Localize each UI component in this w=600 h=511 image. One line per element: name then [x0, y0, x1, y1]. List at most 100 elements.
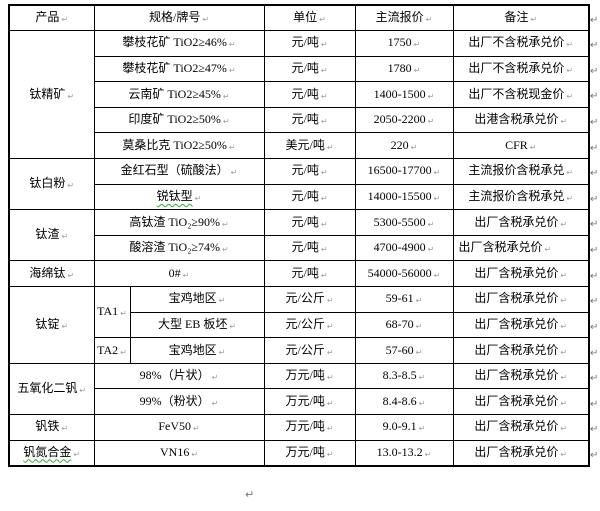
- product-cell: 钒氮合金 ↵: [8, 439, 95, 467]
- end-of-cell-mark-icon: ↵: [182, 270, 190, 280]
- end-of-cell-mark-icon: ↵: [191, 449, 199, 459]
- note-label: 出厂含税承兑价: [474, 419, 559, 434]
- price-cell: 57-60 ↵: [354, 337, 454, 364]
- price-label: 4700-4900: [373, 240, 426, 255]
- unit-cell: 元/公斤 ↵: [263, 286, 356, 313]
- note-cell: 出厂不含税承兑价 ↵: [452, 30, 590, 57]
- end-of-cell-mark-icon: ↵: [560, 449, 568, 459]
- product-label: 钛精矿: [29, 86, 66, 101]
- end-of-cell-mark-icon: ↵: [320, 91, 328, 101]
- end-of-row-mark-icon: ↵: [590, 14, 599, 26]
- note-label: 主流报价含税承兑: [468, 189, 565, 204]
- header-unit: 单位 ↵: [263, 4, 356, 32]
- end-of-cell-mark-icon: ↵: [228, 142, 236, 152]
- paragraph-mark-icon: ↵: [245, 488, 255, 501]
- end-of-cell-mark-icon: ↵: [61, 15, 69, 25]
- spec-label: VN16: [159, 444, 190, 459]
- note-cell: CFR ↵: [452, 132, 590, 160]
- end-of-cell-mark-icon: ↵: [427, 91, 435, 101]
- table-row: 海绵钛 ↵ 0# ↵ 元/吨 ↵ 54000-56000 ↵ 出厂含税承兑价 ↵: [8, 260, 590, 288]
- grade-cell: TA1 ↵: [93, 286, 131, 339]
- end-of-cell-mark-icon: ↵: [73, 449, 81, 459]
- end-of-cell-mark-icon: ↵: [418, 398, 426, 408]
- end-of-cell-mark-icon: ↵: [326, 296, 334, 306]
- header-row: 产品 ↵ 规格/牌号 ↵ 单位 ↵ 主流报价 ↵ 备注 ↵: [8, 4, 590, 32]
- end-of-cell-mark-icon: ↵: [222, 117, 230, 127]
- end-of-row-mark-icon: ↵: [590, 142, 599, 154]
- note-label: 主流报价含税承兑: [468, 163, 565, 178]
- price-label: 220: [390, 137, 409, 152]
- spec-label: 锐钛型: [156, 189, 193, 204]
- product-label: 海绵钛: [29, 265, 66, 280]
- end-of-cell-mark-icon: ↵: [230, 168, 238, 178]
- note-cell: 出厂含税承兑价 ↵: [452, 388, 590, 415]
- end-of-cell-mark-icon: ↵: [320, 168, 328, 178]
- end-of-cell-mark-icon: ↵: [228, 40, 236, 50]
- end-of-row-mark-icon: ↵: [590, 373, 599, 385]
- end-of-cell-mark-icon: ↵: [61, 322, 69, 332]
- unit-label: 元/吨: [291, 112, 319, 127]
- end-of-cell-mark-icon: ↵: [320, 219, 328, 229]
- unit-cell: 元/吨 ↵: [263, 260, 356, 288]
- note-label: 出厂不含税现金价: [468, 86, 565, 101]
- price-cell: 8.3-8.5 ↵: [354, 362, 454, 390]
- spec-cell: 攀枝花矿 TiO2≥46% ↵: [93, 30, 265, 57]
- end-of-cell-mark-icon: ↵: [425, 15, 433, 25]
- spec-cell: 99%（粉状） ↵: [93, 388, 265, 415]
- table-row: 钛精矿 ↵ 攀枝花矿 TiO2≥46% ↵ 元/吨 ↵ 1750 ↵ 出厂不含税承兑价 ↵: [8, 30, 590, 160]
- end-of-cell-mark-icon: ↵: [566, 40, 574, 50]
- spec-label: 98%（片状）: [139, 368, 210, 383]
- unit-cell: 万元/吨 ↵: [263, 439, 356, 467]
- end-of-cell-mark-icon: ↵: [326, 449, 334, 459]
- table-row: 云南矿 TiO2≥45% ↵ 元/吨 ↵ 1400-1500 ↵ 出厂不含税现金价 ↵: [9, 81, 590, 108]
- price-cell: 54000-56000 ↵: [354, 260, 454, 288]
- unit-label: 元/公斤: [285, 317, 325, 332]
- grade-label: TA1: [97, 304, 119, 319]
- spec-label: 大型 EB 板坯: [157, 317, 228, 332]
- end-of-cell-mark-icon: ↵: [566, 194, 574, 204]
- end-of-cell-mark-icon: ↵: [320, 66, 328, 76]
- unit-label: 万元/吨: [285, 444, 325, 459]
- price-cell: 2050-2200 ↵: [354, 106, 454, 134]
- end-of-cell-mark-icon: ↵: [222, 245, 229, 255]
- end-of-row-mark-icon: ↵: [590, 398, 599, 410]
- table-row: 五氧化二钒 ↵ 98%（片状） ↵ 万元/吨 ↵ 8.3-8.5 ↵ 出厂含税承兑价 ↵: [8, 362, 590, 416]
- price-label: 9.0-9.1: [382, 419, 417, 434]
- end-of-cell-mark-icon: ↵: [418, 424, 426, 434]
- end-of-cell-mark-icon: ↵: [413, 66, 421, 76]
- spec-label: 0#: [168, 265, 181, 280]
- end-of-cell-mark-icon: ↵: [560, 296, 568, 306]
- spec-label: FeV50: [158, 419, 191, 434]
- unit-cell: 元/吨 ↵: [263, 183, 356, 211]
- table-row: TA2 ↵ 宝鸡地区 ↵ 元/公斤 ↵ 57-60 ↵ 出厂含税承兑价 ↵: [9, 337, 590, 364]
- spec-cell: 宝鸡地区 ↵: [129, 286, 265, 313]
- unit-cell: 元/吨 ↵: [263, 30, 356, 57]
- end-of-row-mark-icon: ↵: [590, 424, 599, 436]
- end-of-cell-mark-icon: ↵: [67, 270, 75, 280]
- price-cell: 14000-15500 ↵: [354, 183, 454, 211]
- end-of-cell-mark-icon: ↵: [415, 347, 423, 357]
- end-of-cell-mark-icon: ↵: [319, 15, 326, 25]
- header-note: 备注 ↵: [452, 4, 590, 32]
- table-row: 99%（粉状） ↵ 万元/吨 ↵ 8.4-8.6 ↵ 出厂含税承兑价 ↵: [9, 388, 590, 415]
- note-cell: 出厂含税承兑价 ↵: [452, 414, 590, 441]
- note-label: 出厂含税承兑价: [474, 291, 559, 306]
- price-label: 13.0-13.2: [376, 444, 423, 459]
- end-of-cell-mark-icon: ↵: [320, 194, 328, 204]
- table-row: 攀枝花矿 TiO2≥47% ↵ 元/吨 ↵ 1780 ↵ 出厂不含税承兑价 ↵: [9, 55, 590, 83]
- unit-label: 万元/吨: [285, 368, 325, 383]
- header-product: 产品 ↵: [8, 4, 95, 32]
- spec-label: 攀枝花矿 TiO2≥46%: [122, 35, 227, 50]
- spec-label: 高钛渣 TiO₂≥90%: [129, 214, 220, 229]
- note-label: 出厂不含税承兑价: [468, 35, 565, 50]
- unit-label: 万元/吨: [285, 419, 325, 434]
- end-of-row-marks-column: ↵ ↵ ↵ ↵ ↵ ↵ ↵ ↵ ↵ ↵ ↵ ↵ ↵ ↵ ↵ ↵ ↵ ↵: [590, 4, 600, 465]
- product-label: 钛锭: [35, 317, 60, 332]
- end-of-cell-mark-icon: ↵: [228, 66, 236, 76]
- price-label: 68-70: [385, 317, 414, 332]
- note-cell: 出厂不含税承兑价 ↵: [452, 55, 590, 83]
- commodity-price-table: 产品 ↵ 规格/牌号 ↵ 单位 ↵ 主流报价 ↵ 备注 ↵ 钛精矿 ↵ 攀枝花矿 TiO2≥…: [8, 4, 591, 467]
- unit-label: 元/吨: [291, 265, 319, 280]
- spec-label: 金红石型（硫酸法）: [120, 163, 229, 178]
- grade-label: TA2: [97, 342, 119, 357]
